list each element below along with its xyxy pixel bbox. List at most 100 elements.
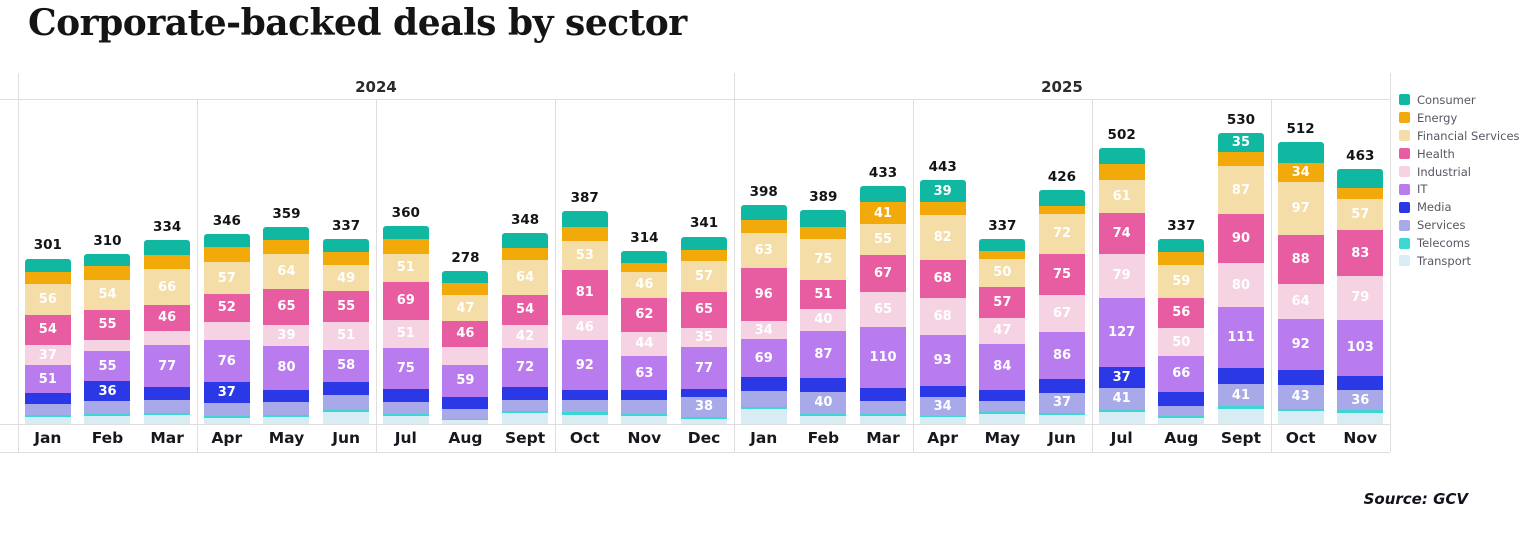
legend: Consumer Energy Financial Services Health In… (1399, 91, 1520, 270)
legend-swatch (1399, 201, 1410, 213)
bar-segment-telecoms (740, 406, 787, 410)
bar-segment-financial-services: 53 (561, 240, 608, 271)
segment-value-label: 46 (456, 326, 475, 342)
bar-segment-media (1277, 369, 1324, 385)
bar-segment-transport (800, 415, 847, 424)
bar-segment-telecoms (24, 415, 71, 417)
segment-value-label: 75 (1052, 266, 1072, 282)
bar-total-label: 348 (510, 211, 540, 228)
stacked-bar: 35 87 90 80 111 41 (1217, 132, 1264, 424)
segment-value-label: 54 (98, 287, 117, 303)
bar-segment-energy (84, 265, 131, 280)
bar-segment-services: 43 (1277, 384, 1324, 409)
bar-segment-telecoms (382, 414, 429, 416)
bar-segment-energy (681, 249, 728, 261)
bar-segment-financial-services: 55 (860, 224, 907, 255)
segment-value-label: 54 (38, 322, 57, 338)
bar-segment-financial-services: 75 (800, 239, 847, 281)
bar-segment-transport (1038, 415, 1085, 424)
month-axis: Jan Feb Mar Apr May Jun Jul Aug Sept Oct Nov Dec Jan… (18, 424, 1390, 452)
bar-segment-financial-services: 87 (1217, 166, 1264, 214)
bar-total-label: 443 (928, 159, 957, 176)
bar-segment-telecoms (1277, 408, 1324, 412)
bar-segment-services (382, 402, 429, 415)
bar-total-label: 463 (1346, 148, 1375, 165)
bar-total-label: 278 (451, 250, 480, 267)
quarter-separator-line (913, 99, 914, 452)
bar-segment-media (1337, 376, 1384, 391)
bar-segment-telecoms (502, 410, 549, 413)
bar-segment-consumer (24, 258, 71, 272)
segment-value-label: 57 (1351, 207, 1370, 223)
bar-segment-energy (203, 246, 250, 263)
bar-segment-services (860, 400, 907, 415)
segment-value-label: 68 (933, 271, 952, 287)
chart-title: Corporate-backed deals by sector (28, 2, 687, 44)
segment-value-label: 75 (396, 360, 415, 376)
legend-item-services: Services (1399, 216, 1520, 234)
segment-value-label: 34 (1291, 165, 1310, 181)
month-label: May (984, 429, 1021, 447)
bar-segment-media (979, 389, 1026, 401)
bar-segment-it: 76 (203, 340, 250, 383)
legend-label: Financial Services (1417, 128, 1520, 143)
segment-value-label: 53 (575, 247, 594, 263)
bar-segment-energy (621, 263, 668, 273)
year-header-2025: 2025 (1041, 77, 1083, 96)
bar-segment-transport (1337, 413, 1384, 424)
bar-segment-financial-services: 49 (323, 264, 370, 292)
segment-value-label: 40 (814, 395, 833, 411)
segment-value-label: 77 (158, 358, 177, 374)
legend-item-energy: Energy (1399, 109, 1520, 127)
bar-segment-health: 56 (1158, 297, 1205, 329)
bar-segment-energy (502, 247, 549, 260)
bar-segment-services: 41 (1098, 387, 1145, 411)
bar-segment-telecoms (263, 415, 310, 418)
bar-segment-consumer (144, 240, 191, 256)
bar-segment-it: 87 (800, 330, 847, 379)
bar-segment-financial-services: 61 (1098, 179, 1145, 214)
segment-value-label: 90 (1231, 231, 1250, 247)
stacked-bar: 51 69 51 75 (382, 226, 429, 424)
segment-value-label: 92 (1291, 336, 1310, 352)
bar-segment-services (24, 404, 71, 416)
bar-segment-media (860, 387, 907, 401)
stacked-bar: 47 46 59 (442, 271, 489, 424)
legend-swatch (1399, 219, 1410, 231)
bar-segment-consumer (1277, 142, 1324, 164)
stacked-bar: 75 51 40 87 40 (800, 210, 847, 424)
bar-segment-health: 69 (382, 281, 429, 320)
month-label: Aug (1164, 429, 1199, 447)
segment-value-label: 67 (873, 265, 893, 281)
bar-total-label: 502 (1107, 126, 1136, 143)
bar-total-label: 337 (988, 217, 1017, 234)
segment-value-label: 66 (1172, 366, 1191, 382)
bar-segment-energy (442, 283, 489, 296)
segment-value-label: 35 (695, 329, 714, 345)
stacked-bar: 56 54 37 51 (24, 258, 71, 424)
bar-segment-transport (979, 414, 1026, 424)
segment-value-label: 37 (38, 347, 57, 363)
segment-value-label: 46 (635, 277, 654, 293)
bar-segment-industrial (84, 339, 131, 351)
bar-segment-telecoms (1038, 413, 1085, 416)
bar-total-label: 341 (689, 215, 719, 232)
bar-segment-services: 40 (800, 391, 847, 414)
segment-value-label: 47 (456, 300, 475, 316)
bar-segment-energy (1337, 187, 1384, 200)
legend-label: Energy (1417, 110, 1458, 125)
bar-total-label: 314 (630, 230, 659, 247)
bar-segment-health: 68 (919, 260, 966, 298)
legend-label: Industrial (1417, 164, 1471, 179)
legend-item-financial-services: Financial Services (1399, 127, 1520, 145)
bar-segment-services (323, 395, 370, 411)
bar-segment-industrial: 42 (502, 324, 549, 348)
segment-value-label: 38 (695, 399, 714, 415)
bar-segment-financial-services: 64 (502, 259, 549, 295)
bar-segment-industrial: 51 (323, 321, 370, 350)
bar-segment-transport (561, 414, 608, 424)
bar-segment-consumer (323, 238, 370, 253)
bar-segment-it: 84 (979, 343, 1026, 390)
bar-column: 337 49 55 51 58 (316, 99, 376, 424)
